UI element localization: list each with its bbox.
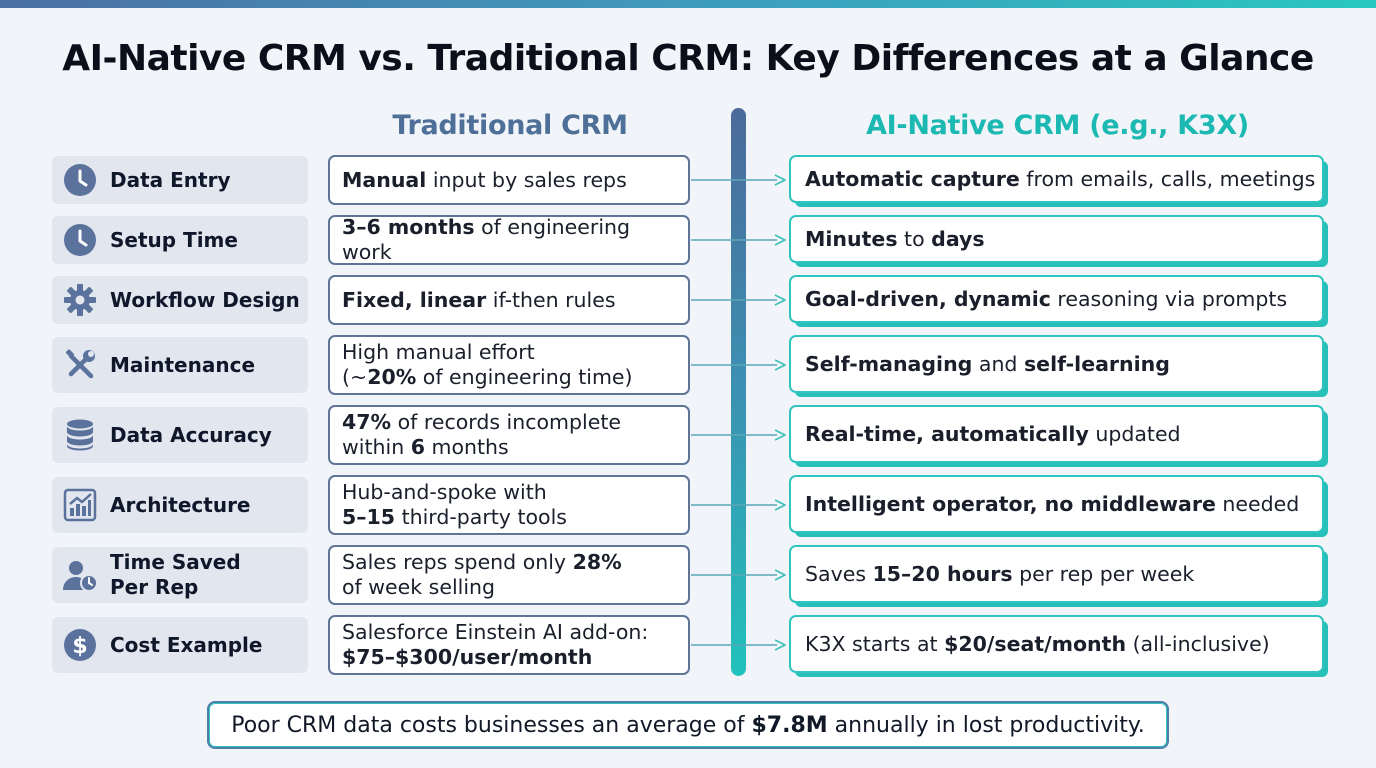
comparison-row: Data Entry Manual input by sales reps Auto… [0, 155, 1376, 205]
comparison-row: Maintenance High manual effort (~20% of en… [0, 335, 1376, 395]
svg-text:$: $ [72, 634, 87, 659]
ai-native-cell: Automatic capture from emails, calls, me… [789, 155, 1324, 203]
ai-native-cell: Intelligent operator, no middleware need… [789, 475, 1324, 533]
traditional-crm-heading: Traditional CRM [392, 110, 628, 141]
row-label-text: Data Accuracy [110, 422, 272, 447]
traditional-cell-text: Hub-and-spoke with 5–15 third-party tools [342, 480, 567, 529]
traditional-cell: 47% of records incomplete within 6 months [328, 405, 690, 465]
center-divider [731, 108, 746, 676]
ai-native-cell: Minutes to days [789, 215, 1324, 263]
traditional-cell-text: High manual effort (~20% of engineering t… [342, 340, 633, 389]
traditional-cell: Salesforce Einstein AI add-on: $75–$300/u… [328, 615, 690, 675]
traditional-cell: Sales reps spend only 28% of week selling [328, 545, 690, 605]
dollar-icon: $ [62, 627, 98, 663]
traditional-cell-text: Salesforce Einstein AI add-on: $75–$300/u… [342, 620, 649, 669]
ai-native-cell-text: Automatic capture from emails, calls, me… [805, 166, 1316, 191]
database-icon [62, 417, 98, 453]
user-clock-icon [62, 557, 98, 593]
comparison-row: Data Accuracy 47% of records incomplete wi… [0, 405, 1376, 465]
ai-native-crm-heading: AI-Native CRM (e.g., K3X) [866, 110, 1249, 141]
row-label-text: Cost Example [110, 632, 263, 657]
row-label-text: Setup Time [110, 227, 238, 252]
traditional-cell-text: Sales reps spend only 28% of week selling [342, 550, 622, 599]
ai-native-cell: Saves 15–20 hours per rep per week [789, 545, 1324, 603]
comparison-row: Architecture Hub-and-spoke with 5–15 third… [0, 475, 1376, 535]
row-label: $ Cost Example [52, 617, 308, 673]
comparison-row: Workflow Design Fixed, linear if-then rul… [0, 275, 1376, 325]
top-accent-bar [0, 0, 1376, 8]
clock-icon [62, 162, 98, 198]
row-label: Time Saved Per Rep [52, 547, 308, 603]
row-label: Architecture [52, 477, 308, 533]
row-label: Maintenance [52, 337, 308, 393]
ai-native-cell: K3X starts at $20/seat/month (all-inclus… [789, 615, 1324, 673]
ai-native-cell-text: Intelligent operator, no middleware need… [805, 491, 1300, 516]
ai-native-cell-text: Real-time, automatically updated [805, 421, 1181, 446]
row-label: Data Entry [52, 156, 308, 204]
footer-callout: Poor CRM data costs businesses an averag… [207, 701, 1169, 749]
tools-icon [62, 347, 98, 383]
comparison-row: Setup Time 3–6 months of engineering work… [0, 215, 1376, 265]
row-label-text: Maintenance [110, 352, 256, 377]
footer-text: Poor CRM data costs businesses an averag… [231, 712, 1145, 738]
traditional-cell: Hub-and-spoke with 5–15 third-party tools [328, 475, 690, 535]
ai-native-cell-text: Self-managing and self-learning [805, 351, 1170, 376]
ai-native-cell-text: K3X starts at $20/seat/month (all-inclus… [805, 631, 1270, 656]
bar-chart-icon [62, 487, 98, 523]
traditional-cell-text: Manual input by sales reps [342, 167, 627, 192]
page-title: AI-Native CRM vs. Traditional CRM: Key D… [62, 38, 1314, 79]
ai-native-cell-text: Minutes to days [805, 226, 985, 251]
ai-native-cell-text: Goal-driven, dynamic reasoning via promp… [805, 286, 1288, 311]
ai-native-cell: Self-managing and self-learning [789, 335, 1324, 393]
row-label: Setup Time [52, 216, 308, 264]
row-label: Data Accuracy [52, 407, 308, 463]
traditional-cell-text: 47% of records incomplete within 6 months [342, 410, 621, 459]
traditional-cell: 3–6 months of engineering work [328, 215, 690, 265]
row-label-text: Architecture [110, 492, 251, 517]
ai-native-cell: Goal-driven, dynamic reasoning via promp… [789, 275, 1324, 323]
traditional-cell-text: Fixed, linear if-then rules [342, 287, 616, 312]
row-label: Workflow Design [52, 276, 308, 324]
row-label-text: Data Entry [110, 167, 231, 192]
traditional-cell-text: 3–6 months of engineering work [342, 215, 631, 264]
ai-native-cell-text: Saves 15–20 hours per rep per week [805, 561, 1195, 586]
gear-icon [62, 282, 98, 318]
traditional-cell: Manual input by sales reps [328, 155, 690, 205]
row-label-text: Workflow Design [110, 287, 300, 312]
ai-native-cell: Real-time, automatically updated [789, 405, 1324, 463]
clock-icon [62, 222, 98, 258]
comparison-row: Time Saved Per Rep Sales reps spend only 2… [0, 545, 1376, 605]
traditional-cell: Fixed, linear if-then rules [328, 275, 690, 325]
row-label-text: Time Saved Per Rep [110, 550, 241, 599]
traditional-cell: High manual effort (~20% of engineering t… [328, 335, 690, 395]
comparison-row: $ Cost Example Salesforce Einstein AI add-… [0, 615, 1376, 675]
